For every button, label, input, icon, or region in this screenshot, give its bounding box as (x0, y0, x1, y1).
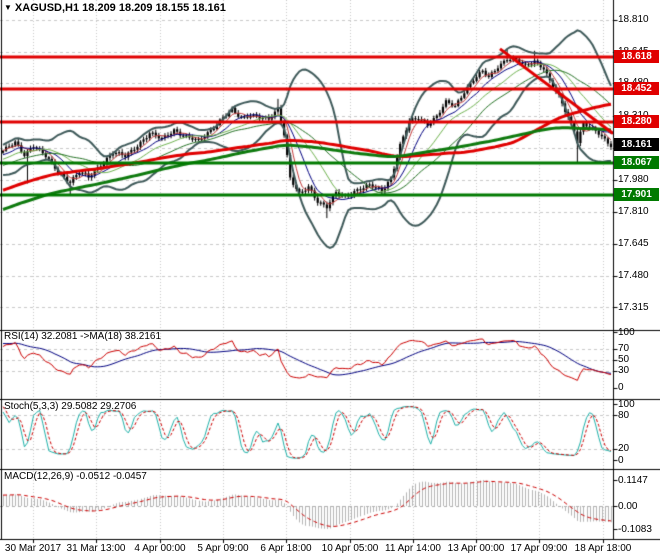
trading-chart-window: ▼ XAGUSD,H1 18.209 18.209 18.155 18.161 R… (0, 0, 660, 560)
chart-canvas[interactable] (0, 0, 660, 560)
